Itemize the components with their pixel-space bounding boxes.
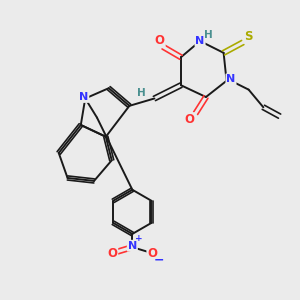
Text: O: O bbox=[155, 34, 165, 47]
Text: O: O bbox=[107, 248, 117, 260]
Text: H: H bbox=[204, 30, 213, 40]
Text: O: O bbox=[184, 113, 194, 126]
Text: −: − bbox=[154, 253, 165, 266]
Text: H: H bbox=[137, 88, 146, 98]
Text: O: O bbox=[147, 248, 158, 260]
Text: N: N bbox=[128, 241, 137, 251]
Text: N: N bbox=[79, 92, 88, 102]
Text: N: N bbox=[226, 74, 236, 84]
Text: +: + bbox=[135, 234, 142, 243]
Text: N: N bbox=[195, 36, 205, 46]
Text: S: S bbox=[244, 29, 252, 43]
